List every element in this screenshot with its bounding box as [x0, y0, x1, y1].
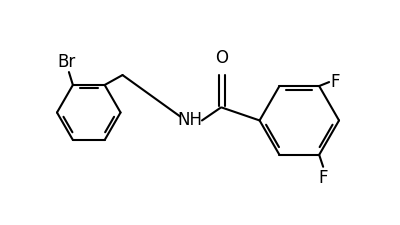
Text: F: F — [330, 73, 340, 91]
Text: NH: NH — [178, 111, 202, 129]
Text: F: F — [318, 169, 328, 187]
Text: Br: Br — [58, 53, 76, 71]
Text: O: O — [215, 49, 228, 67]
